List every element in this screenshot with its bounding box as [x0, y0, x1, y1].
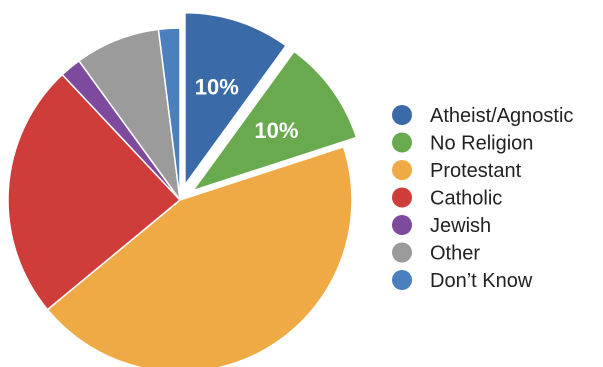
legend-label-don-t-know: Don’t Know [430, 270, 533, 292]
legend-label-jewish: Jewish [430, 215, 491, 237]
legend-label-no-religion: No Religion [430, 133, 533, 155]
legend-marker-catholic [392, 187, 412, 208]
pie-slice-no-religion [190, 50, 358, 193]
legend-label-atheist-agnostic: Atheist/Agnostic [430, 105, 573, 127]
legend-label-protestant: Protestant [430, 160, 522, 182]
legend-label-other: Other [430, 243, 480, 265]
pie-slice-atheist-agnostic [184, 12, 288, 188]
pie-slices [7, 12, 358, 367]
pie-data-labels: 10% 10% [195, 75, 299, 143]
legend-marker-atheist-agnostic [392, 105, 412, 125]
pie-slice-don-t-know [157, 27, 181, 201]
pie-slice-catholic [7, 73, 182, 311]
legend-marker-no-religion [392, 132, 412, 153]
legend: Atheist/Agnostic No Religion Protestant Cat… [392, 105, 573, 292]
pie-slice-protestant [46, 145, 353, 367]
legend-label-catholic: Catholic [430, 188, 502, 210]
data-label-no-religion: 10% [254, 118, 298, 143]
legend-marker-don-t-know [392, 270, 412, 290]
legend-marker-jewish [392, 215, 412, 235]
legend-marker-other [392, 242, 412, 263]
data-label-atheist-agnostic: 10% [195, 75, 239, 100]
legend-marker-protestant [392, 160, 412, 180]
